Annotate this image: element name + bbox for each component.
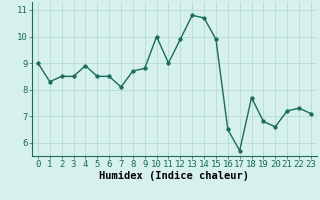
X-axis label: Humidex (Indice chaleur): Humidex (Indice chaleur) [100, 171, 249, 181]
